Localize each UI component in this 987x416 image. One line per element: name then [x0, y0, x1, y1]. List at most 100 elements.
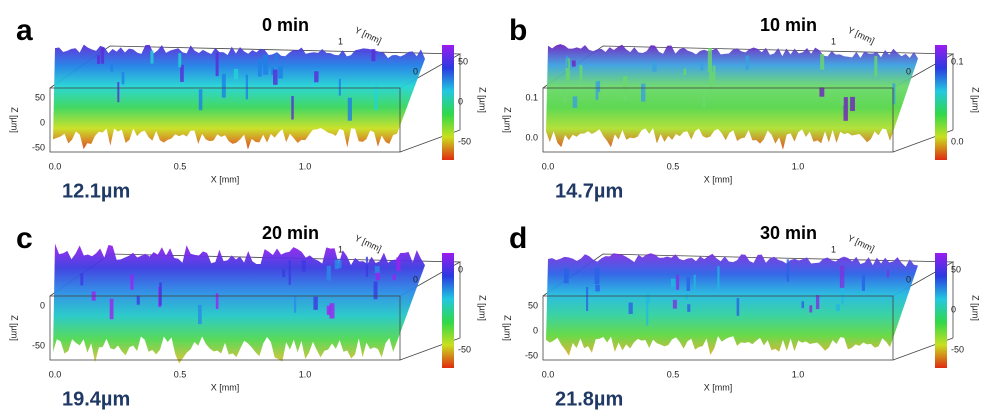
roughness: 12.1µm	[62, 180, 130, 202]
surface-spike	[641, 83, 646, 102]
surface-spike	[110, 64, 114, 72]
y-axis-label: Y [mm]	[846, 233, 876, 254]
panel-time: 10 min	[760, 15, 817, 35]
surface-spike	[840, 92, 844, 106]
z-tick-label: 0.1	[525, 92, 538, 102]
x-tick-label: 0.5	[174, 369, 187, 379]
surface-spike	[396, 257, 401, 271]
z-axis-label: Z [µm]	[10, 315, 20, 341]
z-tick-label: 0	[40, 300, 45, 310]
x-tick-label: 0.5	[667, 161, 680, 171]
x-tick-label: 0.5	[667, 369, 680, 379]
x-tick-label: 1.0	[792, 369, 805, 379]
y-tick-label: 1	[338, 244, 343, 254]
panel-letter: a	[16, 14, 33, 47]
colorbar-tick-label: 0.0	[951, 136, 964, 146]
surface-spike	[676, 274, 680, 290]
surface-spike	[294, 295, 297, 313]
surface-spike	[622, 76, 628, 101]
colorbar-tick-label: -50	[458, 344, 471, 354]
surface-spike	[150, 50, 154, 64]
x-tick-label: 0.0	[49, 369, 62, 379]
roughness: 14.7µm	[555, 180, 623, 202]
surface-spike	[198, 89, 203, 111]
surface-spike	[686, 277, 690, 291]
z-tick-label: 0.0	[525, 132, 538, 142]
surface-spike	[271, 67, 274, 75]
surface-spike	[566, 55, 569, 68]
panel-time: 30 min	[760, 223, 817, 243]
z-tick-label: 0	[40, 117, 45, 127]
surface-spike	[121, 72, 125, 85]
surface-spike	[700, 62, 704, 71]
surface-spike	[687, 304, 691, 312]
y-axis-label: Y [mm]	[353, 233, 383, 254]
surface-spike	[786, 259, 790, 282]
surface-spike	[375, 271, 380, 281]
surface-spike	[314, 71, 319, 83]
surface-spike	[672, 299, 677, 309]
x-tick-label: 1.0	[299, 161, 312, 171]
colorbar-tick-label: 0	[458, 96, 463, 106]
colorbar-tick-label: 0	[951, 304, 956, 314]
x-axis-label: X [mm]	[211, 174, 240, 184]
panel-time: 0 min	[262, 15, 309, 35]
surface-spike	[586, 286, 589, 312]
z-tick-label: 0	[533, 325, 538, 335]
surface-spike	[670, 278, 676, 288]
surface-spike	[597, 80, 601, 93]
box-edge	[49, 295, 401, 361]
z-axis-label: Z [µm]	[503, 315, 513, 341]
surface-spike	[702, 92, 706, 108]
surface-spike	[278, 66, 283, 79]
box-edge	[49, 87, 401, 153]
surface-spike	[820, 54, 825, 70]
surface-spike	[594, 267, 600, 285]
surface-spike	[652, 61, 657, 72]
surface-spike	[886, 270, 889, 278]
x-tick-label: 0.0	[49, 161, 62, 171]
surface-spike	[571, 60, 576, 67]
surface-spike	[159, 282, 162, 306]
z-tick-label: -50	[32, 142, 45, 152]
surface-spike	[874, 55, 878, 77]
colorbar-tick-label: -50	[458, 136, 471, 146]
x-tick-label: 0.5	[174, 161, 187, 171]
surface-spike	[215, 293, 219, 309]
surface-spike	[80, 272, 84, 286]
z-tick-label: 50	[528, 300, 538, 310]
colorbar-label: Z [µm]	[478, 87, 488, 113]
z-tick-label: -50	[32, 340, 45, 350]
surface-spike	[245, 74, 249, 100]
surface-spike	[371, 48, 376, 62]
y-tick-label: 0	[413, 66, 418, 76]
y-tick-label: 1	[831, 36, 836, 46]
y-tick-label: 0	[906, 274, 911, 284]
surface-spike	[291, 96, 294, 120]
surface-spike	[374, 266, 380, 273]
surface-spike	[565, 58, 570, 82]
x-axis-label: X [mm]	[211, 382, 240, 392]
surface-spike	[313, 296, 318, 310]
x-axis-label: X [mm]	[704, 382, 733, 392]
z-axis-label: Z [µm]	[503, 107, 513, 133]
surface-spike	[595, 81, 599, 100]
surface-spike	[136, 295, 140, 305]
y-axis-label: Y [mm]	[353, 25, 383, 46]
y-tick-label: 1	[831, 244, 836, 254]
surface-spike	[717, 266, 720, 290]
y-tick-label: 0	[906, 66, 911, 76]
surface-spike	[809, 305, 813, 313]
box-edge	[542, 295, 894, 361]
surface-spike	[646, 292, 650, 304]
surface-spike	[326, 265, 331, 281]
surface-spike	[563, 89, 567, 103]
surface-spike	[347, 97, 352, 121]
surface-spike	[130, 274, 134, 290]
surface-spike	[373, 281, 378, 300]
x-tick-label: 1.0	[299, 369, 312, 379]
surface-spike	[712, 65, 716, 82]
surface-spike	[736, 298, 740, 316]
